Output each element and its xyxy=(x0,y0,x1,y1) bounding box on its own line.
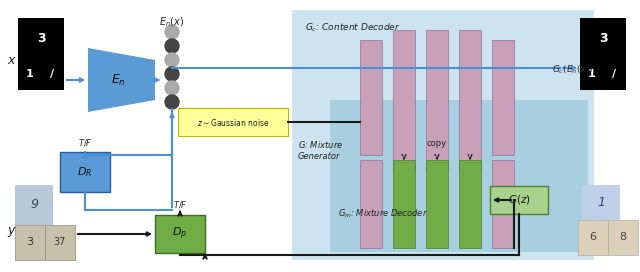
Text: 9: 9 xyxy=(30,199,38,212)
Bar xyxy=(580,58,603,90)
Text: $G_m$: Mixture Decoder: $G_m$: Mixture Decoder xyxy=(338,208,428,220)
Bar xyxy=(18,58,41,90)
Bar xyxy=(426,30,448,170)
Bar xyxy=(492,40,514,155)
Text: copy: copy xyxy=(427,139,447,148)
Bar xyxy=(15,225,45,260)
Text: 3: 3 xyxy=(26,237,33,247)
Bar xyxy=(155,215,205,253)
Text: $y$: $y$ xyxy=(7,225,17,239)
Circle shape xyxy=(165,25,179,39)
Bar xyxy=(330,100,588,252)
Bar xyxy=(60,152,110,192)
Text: $T/F$: $T/F$ xyxy=(77,137,92,148)
Circle shape xyxy=(165,81,179,95)
Bar xyxy=(360,40,382,155)
Bar xyxy=(45,225,75,260)
Circle shape xyxy=(165,67,179,81)
Bar xyxy=(426,160,448,248)
Bar xyxy=(608,220,638,255)
Text: /: / xyxy=(51,69,54,79)
Text: 37: 37 xyxy=(54,237,66,247)
Text: $G_c$: Content Decoder: $G_c$: Content Decoder xyxy=(305,22,401,35)
Bar xyxy=(582,185,620,220)
Bar xyxy=(603,58,626,90)
Bar xyxy=(393,160,415,248)
Bar xyxy=(459,30,481,170)
Text: $T/F$: $T/F$ xyxy=(173,199,188,210)
Text: 1: 1 xyxy=(26,69,33,79)
Bar xyxy=(292,10,594,260)
Bar xyxy=(578,220,608,255)
Text: $G$: Mixture
Generator: $G$: Mixture Generator xyxy=(298,139,343,161)
Text: $E_n(x)$: $E_n(x)$ xyxy=(159,15,185,29)
Bar xyxy=(41,58,64,90)
Bar xyxy=(580,18,626,58)
Circle shape xyxy=(165,39,179,53)
Text: 1: 1 xyxy=(597,196,605,209)
Bar xyxy=(18,18,64,58)
Text: $E_n$: $E_n$ xyxy=(111,72,125,88)
Bar xyxy=(360,160,382,248)
Text: 3: 3 xyxy=(598,32,607,45)
Text: /: / xyxy=(612,69,616,79)
Text: $G(z)$: $G(z)$ xyxy=(508,193,531,206)
Text: 8: 8 xyxy=(620,232,627,242)
Text: $x$: $x$ xyxy=(7,54,17,66)
Text: $z\sim$Gaussian noise: $z\sim$Gaussian noise xyxy=(196,116,269,128)
Bar xyxy=(178,108,288,136)
Text: 3: 3 xyxy=(36,32,45,45)
Circle shape xyxy=(165,53,179,67)
Bar xyxy=(15,185,53,225)
Text: 6: 6 xyxy=(589,232,596,242)
Text: $G_c(E_n(\mathbf{x}))$: $G_c(E_n(\mathbf{x}))$ xyxy=(552,64,594,76)
Text: $D_p$: $D_p$ xyxy=(172,226,188,242)
Bar xyxy=(393,30,415,170)
Polygon shape xyxy=(88,48,155,112)
Circle shape xyxy=(165,95,179,109)
Text: 1: 1 xyxy=(588,69,595,79)
Text: $D_R$: $D_R$ xyxy=(77,165,93,179)
Bar xyxy=(459,160,481,248)
Bar xyxy=(490,186,548,214)
Bar xyxy=(492,160,514,248)
